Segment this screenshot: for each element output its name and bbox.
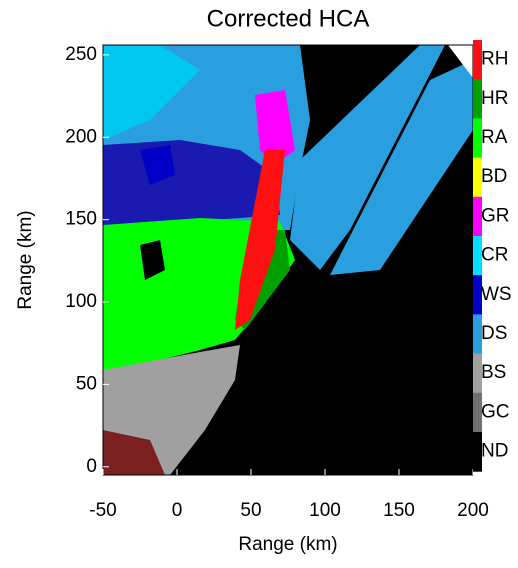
- hole: [140, 240, 165, 280]
- y-tick-label: 100: [65, 291, 97, 312]
- colorbar-swatch: [473, 79, 482, 119]
- chart-title: Corrected HCA: [207, 5, 370, 32]
- x-tick-label: 100: [309, 500, 341, 521]
- beam-band: [290, 45, 445, 270]
- colorbar-swatch: [473, 353, 482, 394]
- colorbar-label: DS: [481, 323, 507, 344]
- clutter-region: [103, 430, 165, 475]
- radar-field: [102, 44, 474, 476]
- rh-region: [235, 150, 285, 330]
- colorbar-swatch: [473, 118, 482, 159]
- colorbar-swatch: [473, 157, 482, 198]
- x-tick-label: 200: [457, 500, 489, 521]
- colorbar-swatch: [473, 196, 482, 237]
- x-tick-label: -50: [89, 500, 116, 521]
- gr-region: [255, 90, 295, 165]
- colorbar-label: BS: [481, 362, 506, 383]
- colorbar-label: GC: [481, 401, 510, 422]
- beam-band-2: [330, 60, 473, 275]
- y-tick-label: 150: [65, 209, 97, 230]
- colorbar-label: ND: [481, 441, 508, 462]
- colorbar-swatch: [473, 275, 482, 315]
- colorbar-swatch: [473, 236, 482, 276]
- y-tick-label: 250: [65, 44, 97, 65]
- y-tick-label: 0: [86, 456, 97, 477]
- y-tick-label: 50: [76, 373, 97, 394]
- colorbar-label: RA: [481, 127, 508, 148]
- colorbar-swatch: [473, 40, 482, 80]
- y-axis-label: Range (km): [15, 210, 36, 309]
- colorbar-label: WS: [481, 284, 512, 305]
- colorbar-label: BD: [481, 166, 507, 187]
- y-tick-label: 200: [65, 126, 97, 147]
- ws-patch: [140, 145, 175, 185]
- x-tick-label: 50: [240, 500, 261, 521]
- colorbar-swatch: [473, 392, 482, 433]
- x-axis-label: Range (km): [238, 534, 337, 555]
- colorbar-label: GR: [481, 205, 510, 226]
- colorbar-label: HR: [481, 88, 508, 109]
- colorbar-label: CR: [481, 245, 508, 266]
- x-tick-label: 0: [172, 500, 183, 521]
- colorbar-swatch: [473, 314, 482, 355]
- outside-range: [448, 45, 473, 78]
- x-tick-label: 150: [383, 500, 415, 521]
- colorbar-label: RH: [481, 49, 508, 70]
- cr-region: [103, 45, 200, 140]
- colorbar-swatch: [473, 432, 482, 472]
